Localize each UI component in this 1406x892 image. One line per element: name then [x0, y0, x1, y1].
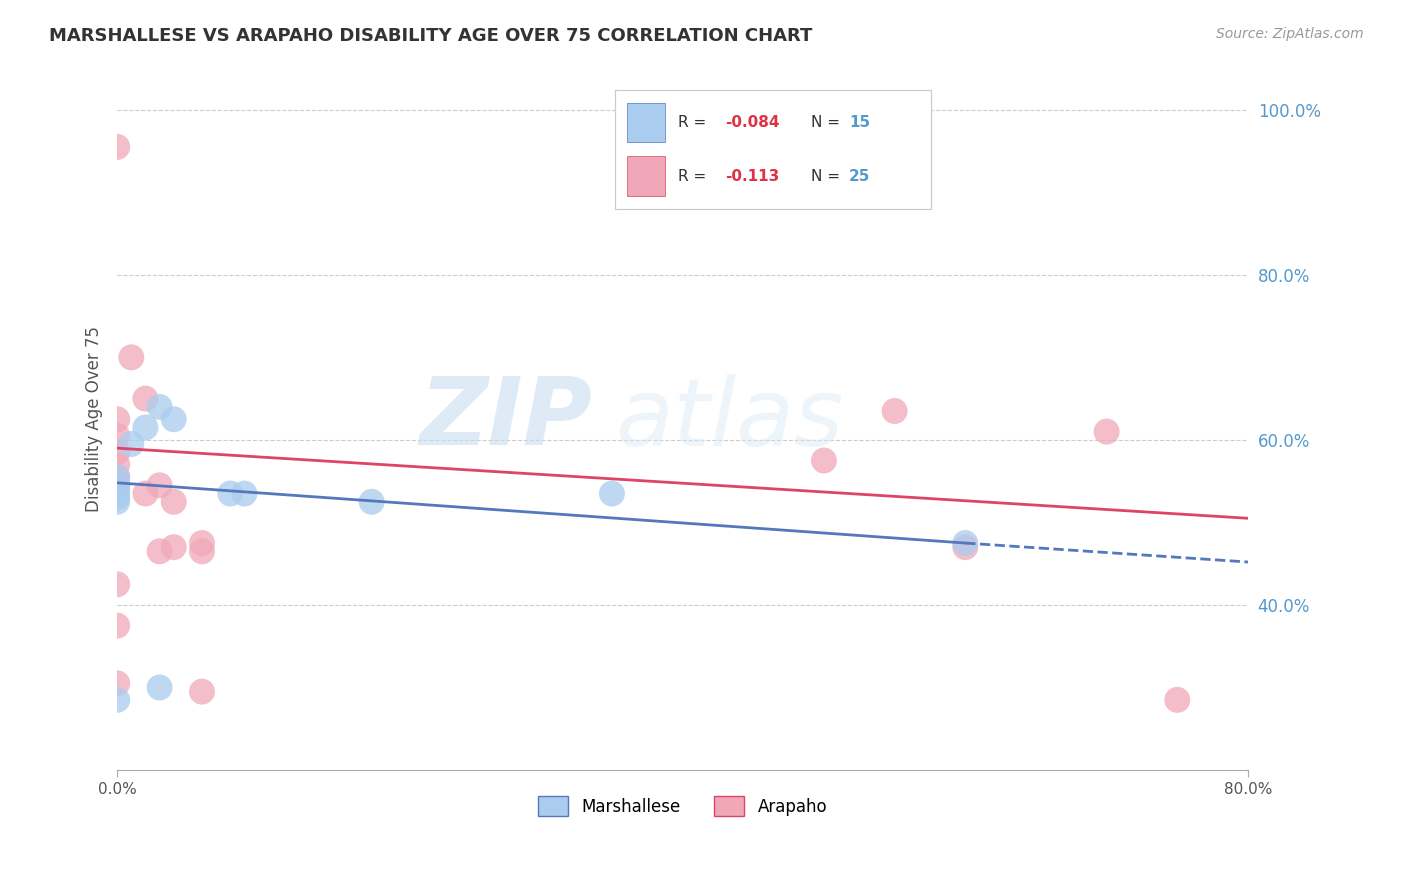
Y-axis label: Disability Age Over 75: Disability Age Over 75 [86, 326, 103, 512]
Point [105, 478, 128, 492]
Point [134, 420, 156, 434]
Point [955, 540, 977, 554]
Point [120, 351, 142, 365]
Text: atlas: atlas [614, 374, 844, 465]
Point [134, 392, 156, 406]
Point [105, 429, 128, 443]
Point [105, 676, 128, 690]
Point [1095, 425, 1118, 439]
Point [191, 684, 214, 698]
Point [163, 495, 186, 509]
Point [105, 445, 128, 459]
Point [191, 544, 214, 558]
Point [105, 577, 128, 591]
Point [105, 470, 128, 484]
Point [813, 453, 835, 467]
Point [1166, 693, 1188, 707]
Point [105, 458, 128, 472]
Point [105, 483, 128, 497]
Point [191, 536, 214, 550]
Point [120, 437, 142, 451]
Point [600, 486, 623, 500]
Point [233, 486, 256, 500]
Point [134, 486, 156, 500]
Point [955, 536, 977, 550]
Point [105, 486, 128, 500]
Text: MARSHALLESE VS ARAPAHO DISABILITY AGE OVER 75 CORRELATION CHART: MARSHALLESE VS ARAPAHO DISABILITY AGE OV… [49, 27, 813, 45]
Point [883, 404, 905, 418]
Point [360, 495, 382, 509]
Legend: Marshallese, Arapaho: Marshallese, Arapaho [530, 788, 835, 825]
Point [105, 412, 128, 426]
Point [163, 540, 186, 554]
Point [105, 693, 128, 707]
Point [149, 478, 172, 492]
Point [149, 681, 172, 695]
Point [105, 478, 128, 492]
Text: Source: ZipAtlas.com: Source: ZipAtlas.com [1216, 27, 1364, 41]
Point [149, 400, 172, 414]
Point [219, 486, 242, 500]
Point [149, 544, 172, 558]
Point [105, 495, 128, 509]
Text: ZIP: ZIP [419, 373, 592, 466]
Point [105, 618, 128, 632]
Point [105, 140, 128, 154]
Point [105, 470, 128, 484]
Point [105, 491, 128, 505]
Point [163, 412, 186, 426]
